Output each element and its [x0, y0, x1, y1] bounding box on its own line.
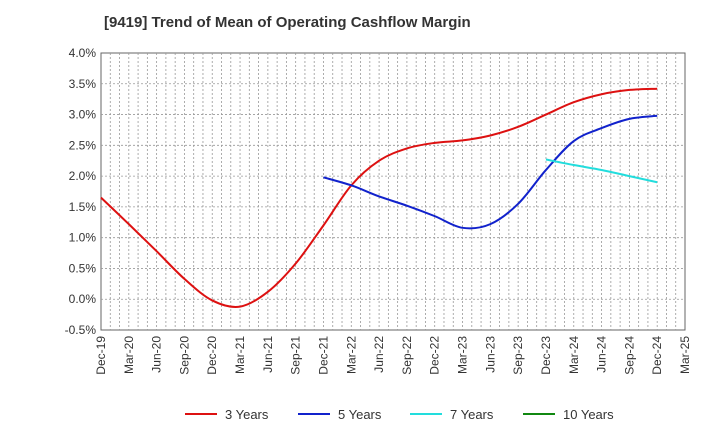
x-tick-label: Sep-20: [177, 336, 191, 375]
grid-layer: [101, 53, 685, 330]
x-tick-label: Dec-19: [94, 336, 108, 375]
x-tick-label: Jun-20: [150, 336, 164, 373]
legend-label-7-years: 7 Years: [450, 407, 494, 422]
x-tick-label: Mar-21: [233, 336, 247, 374]
y-axis: -0.5% 0.0% 0.5% 1.0% 1.5% 2.0% 2.5% 3.0% 3.5% 4.0…: [65, 46, 97, 337]
series-line-5-years: [323, 114, 658, 230]
x-tick-label: Jun-23: [483, 336, 497, 373]
legend-label-3-years: 3 Years: [225, 407, 269, 422]
x-tick-label: Dec-22: [428, 336, 442, 375]
y-tick-label: 3.0%: [69, 108, 97, 122]
x-tick-label: Mar-23: [456, 336, 470, 374]
y-tick-label: 3.5%: [69, 77, 97, 91]
y-tick-label: 1.0%: [69, 231, 97, 245]
x-tick-label: Sep-22: [400, 336, 414, 375]
y-tick-label: -0.5%: [65, 323, 97, 337]
legend-label-10-years: 10 Years: [563, 407, 614, 422]
x-tick-label: Sep-21: [289, 336, 303, 375]
y-tick-label: 0.5%: [69, 261, 97, 275]
x-tick-label: Dec-23: [539, 336, 553, 375]
y-tick-label: 0.0%: [69, 292, 97, 306]
y-tick-label: 2.5%: [69, 138, 97, 152]
y-tick-label: 2.0%: [69, 169, 97, 183]
series-line-3-years: [100, 87, 658, 308]
x-axis: Dec-19 Mar-20 Jun-20 Sep-20 Dec-20 Mar-21 Jun-…: [94, 336, 692, 375]
y-tick-label: 1.5%: [69, 200, 97, 214]
x-tick-label: Jun-21: [261, 336, 275, 373]
series-line-7-years: [545, 158, 658, 184]
x-tick-label: Jun-22: [372, 336, 386, 373]
legend: 3 Years 5 Years 7 Years 10 Years: [185, 407, 614, 422]
x-tick-label: Dec-20: [205, 336, 219, 375]
y-tick-label: 4.0%: [69, 46, 97, 60]
x-tick-label: Jun-24: [595, 336, 609, 373]
x-tick-label: Sep-23: [511, 336, 525, 375]
chart-title: [9419] Trend of Mean of Operating Cashfl…: [104, 14, 471, 31]
x-tick-label: Mar-25: [678, 336, 692, 374]
x-tick-label: Mar-24: [567, 336, 581, 374]
plot-area: [100, 52, 686, 331]
x-tick-label: Mar-22: [344, 336, 358, 374]
x-tick-label: Sep-24: [622, 336, 636, 375]
series-layer: [100, 87, 658, 308]
x-tick-label: Mar-20: [122, 336, 136, 374]
legend-label-5-years: 5 Years: [338, 407, 382, 422]
x-tick-label: Dec-21: [316, 336, 330, 375]
x-tick-label: Dec-24: [650, 336, 664, 375]
